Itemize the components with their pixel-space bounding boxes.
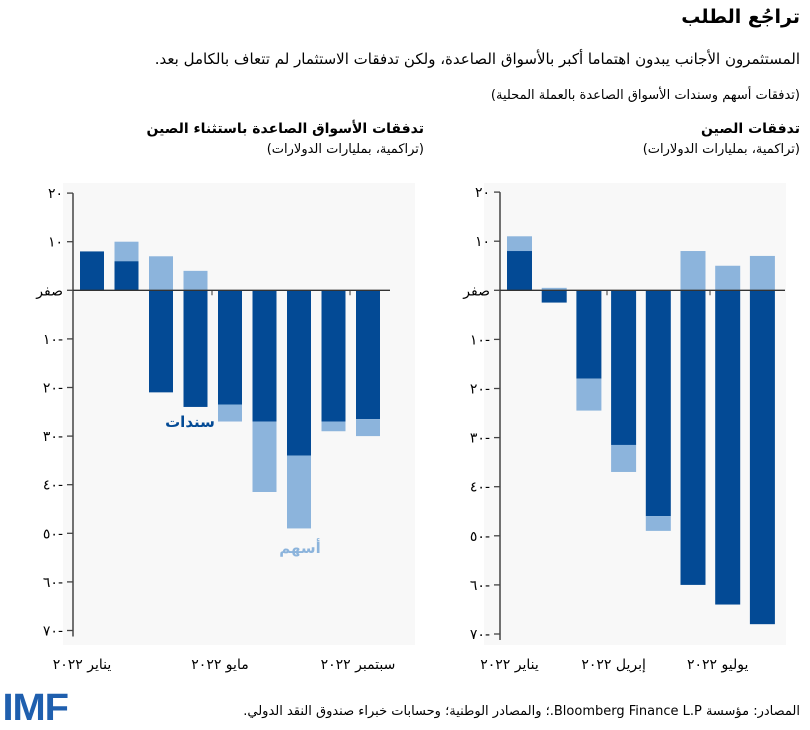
china-x-tick-label: يناير ٢٠٢٢ xyxy=(480,657,539,673)
china-bar-bonds-2022-07 xyxy=(715,290,741,605)
china-bar-equities-2022-05 xyxy=(645,516,671,531)
china-x-tick-label: يوليو ٢٠٢٢ xyxy=(687,657,748,673)
china-bar-bonds-2022-01 xyxy=(507,251,532,291)
china-bar-equities-2022-02 xyxy=(541,287,567,291)
china-bar-equities-2022-01 xyxy=(507,236,532,252)
em-ex-china-bar-equities-2022-03 xyxy=(149,256,173,291)
em-ex-china-x-tick-label: يناير ٢٠٢٢ xyxy=(53,657,112,673)
em-ex-china-bar-bonds-2022-08 xyxy=(321,290,346,422)
em-ex-china-panel-units: (تراكمية، بمليارات الدولارات) xyxy=(266,142,424,157)
em-ex-china-bar-bonds-2022-02 xyxy=(114,261,139,291)
china-bar-bonds-2022-06 xyxy=(680,290,706,585)
em-ex-china-bar-bonds-2022-09 xyxy=(356,290,380,420)
em-ex-china-x-tick-label: مايو ٢٠٢٢ xyxy=(191,657,248,673)
em-ex-china-bar-equities-2022-08 xyxy=(321,421,346,432)
series-label-equities: أسهم xyxy=(279,538,321,557)
em-ex-china-x-tick-label: سبتمبر ٢٠٢٢ xyxy=(321,657,396,673)
em-ex-china-bar-bonds-2022-05 xyxy=(218,290,242,405)
em-ex-china-panel-title: تدفقات الأسواق الصاعدة باستثناء الصين xyxy=(146,121,424,137)
china-bar-bonds-2022-02 xyxy=(541,290,567,303)
china-bar-equities-2022-06 xyxy=(680,251,706,291)
em-ex-china-y-tick-label: ٣٠- xyxy=(43,429,63,445)
em-ex-china-y-tick-label: ٧٠- xyxy=(43,624,63,640)
em-ex-china-bar-equities-2022-09 xyxy=(356,419,380,437)
china-panel-units: (تراكمية، بمليارات الدولارات) xyxy=(642,142,800,157)
chart-title: تراجُع الطلب xyxy=(681,6,800,28)
china-panel-title: تدفقات الصين xyxy=(701,121,800,137)
em-ex-china-y-tick-label: ٢٠ xyxy=(48,186,63,202)
imf-logo: IMF xyxy=(2,687,69,729)
em-ex-china-y-tick-label: ٥٠- xyxy=(43,526,63,542)
china-bar-bonds-2022-05 xyxy=(645,290,671,517)
chart-subtitle-units: (تدفقات أسهم وسندات الأسواق الصاعدة بالع… xyxy=(490,88,800,103)
chart-subtitle: المستثمرون الأجانب يبدون اهتماما أكبر با… xyxy=(154,50,800,68)
china-y-tick-label: ٢٠- xyxy=(470,382,490,398)
em-ex-china-y-tick-label: صفر xyxy=(35,283,63,299)
em-ex-china-y-tick-label: ٢٠- xyxy=(43,381,63,397)
china-y-tick-label: صفر xyxy=(462,283,490,299)
china-bar-bonds-2022-08 xyxy=(749,290,775,625)
em-ex-china-bar-equities-2022-04 xyxy=(183,270,208,291)
china-bar-equities-2022-08 xyxy=(749,255,775,291)
em-ex-china-y-tick-label: ٦٠- xyxy=(43,575,63,591)
china-bar-equities-2022-03 xyxy=(576,378,602,411)
source-note: المصادر: مؤسسة Bloomberg Finance L.P.؛ و… xyxy=(243,704,800,719)
china-y-tick-label: ٦٠- xyxy=(470,578,490,594)
em-ex-china-y-tick-label: ١٠- xyxy=(43,332,63,348)
china-y-tick-label: ٧٠- xyxy=(470,627,490,643)
china-bar-bonds-2022-04 xyxy=(611,290,637,445)
em-ex-china-bar-bonds-2022-03 xyxy=(149,290,173,393)
china-y-tick-label: ٣٠- xyxy=(470,431,490,447)
em-ex-china-bar-equities-2022-06 xyxy=(252,421,277,492)
em-ex-china-bar-bonds-2022-04 xyxy=(183,290,208,407)
series-label-bonds: سندات xyxy=(165,413,215,431)
em-ex-china-bar-equities-2022-02 xyxy=(114,241,139,262)
china-y-tick-label: ٤٠- xyxy=(470,480,490,496)
china-y-tick-label: ١٠ xyxy=(475,234,490,250)
em-ex-china-y-tick-label: ٤٠- xyxy=(43,478,63,494)
em-ex-china-bar-bonds-2022-01 xyxy=(80,251,104,291)
china-bar-bonds-2022-03 xyxy=(576,290,602,379)
em-ex-china-bar-equities-2022-07 xyxy=(287,455,311,529)
em-ex-china-bar-equities-2022-05 xyxy=(218,404,242,422)
em-ex-china-bar-bonds-2022-06 xyxy=(252,290,277,422)
em-ex-china-y-tick-label: ١٠ xyxy=(48,235,63,251)
china-y-tick-label: ١٠- xyxy=(470,332,490,348)
china-bar-equities-2022-07 xyxy=(715,265,741,291)
em-ex-china-bar-bonds-2022-07 xyxy=(287,290,311,456)
china-x-tick-label: إبريل ٢٠٢٢ xyxy=(581,657,646,673)
china-y-tick-label: ٢٠ xyxy=(475,185,490,201)
china-y-tick-label: ٥٠- xyxy=(470,529,490,545)
charts-canvas: ٢٠ ١٠ صفر ١٠- ٢٠- ٣٠- ٤٠- ٥٠- ٦٠- ٧٠- يناير ٢٠٢٢ ما… xyxy=(35,185,785,673)
china-bar-equities-2022-04 xyxy=(611,444,637,472)
